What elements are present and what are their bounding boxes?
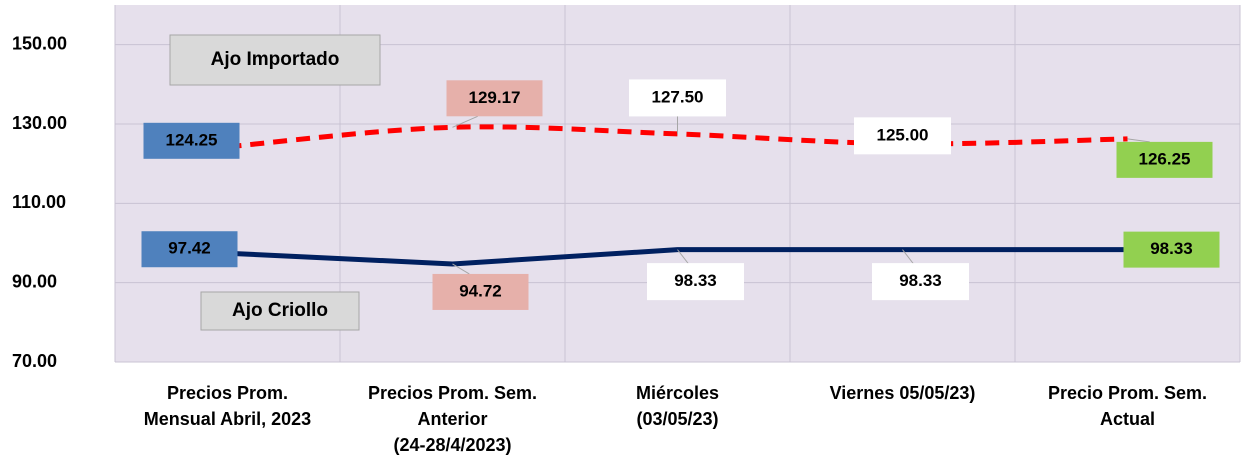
y-tick-label: 90.00 — [12, 271, 57, 291]
leader-line — [1127, 138, 1150, 143]
label-box — [647, 263, 744, 301]
label-box — [854, 117, 951, 155]
label-box — [629, 79, 726, 117]
data-label: 98.33 — [674, 271, 717, 290]
label-box — [141, 231, 238, 268]
data-label: 124.25 — [166, 130, 218, 149]
x-tick-label: Miércoles (03/05/23) — [635, 383, 720, 429]
label-box — [872, 263, 969, 301]
label-box — [1116, 141, 1213, 178]
legend-box — [169, 34, 381, 86]
y-tick-label: 130.00 — [12, 113, 67, 133]
y-tick-label: 70.00 — [12, 351, 57, 371]
label-box — [1123, 231, 1220, 268]
label-box — [432, 273, 529, 310]
y-tick-label: 150.00 — [12, 33, 67, 53]
data-label: 97.42 — [168, 239, 211, 258]
series-line — [227, 247, 1128, 267]
data-label: 126.25 — [1139, 149, 1191, 168]
x-tick-label: Precios Prom. Sem. Anterior (24-28/4/202… — [367, 383, 538, 455]
series-line — [227, 124, 1128, 150]
data-label: 98.33 — [899, 271, 942, 290]
legend-label: Ajo Importado — [211, 49, 340, 70]
leader-line — [452, 263, 470, 275]
leader-line — [677, 249, 689, 264]
leader-line — [902, 249, 914, 264]
legend-box — [200, 291, 360, 331]
data-label: 94.72 — [459, 281, 502, 300]
data-label: 125.00 — [877, 125, 929, 144]
label-box — [143, 122, 240, 159]
data-label: 98.33 — [1150, 239, 1193, 258]
x-tick-label: Precio Prom. Sem. Actual — [1047, 383, 1208, 429]
x-tick-label: Viernes 05/05/23) — [829, 383, 976, 403]
leader-line — [452, 115, 478, 128]
legend-label: Ajo Criollo — [232, 300, 328, 321]
x-tick-label: Precios Prom. Mensual Abril, 2023 — [143, 383, 312, 429]
y-tick-label: 110.00 — [12, 192, 66, 212]
data-label: 127.50 — [652, 87, 704, 106]
label-box — [446, 80, 543, 117]
data-label: 129.17 — [469, 88, 521, 107]
